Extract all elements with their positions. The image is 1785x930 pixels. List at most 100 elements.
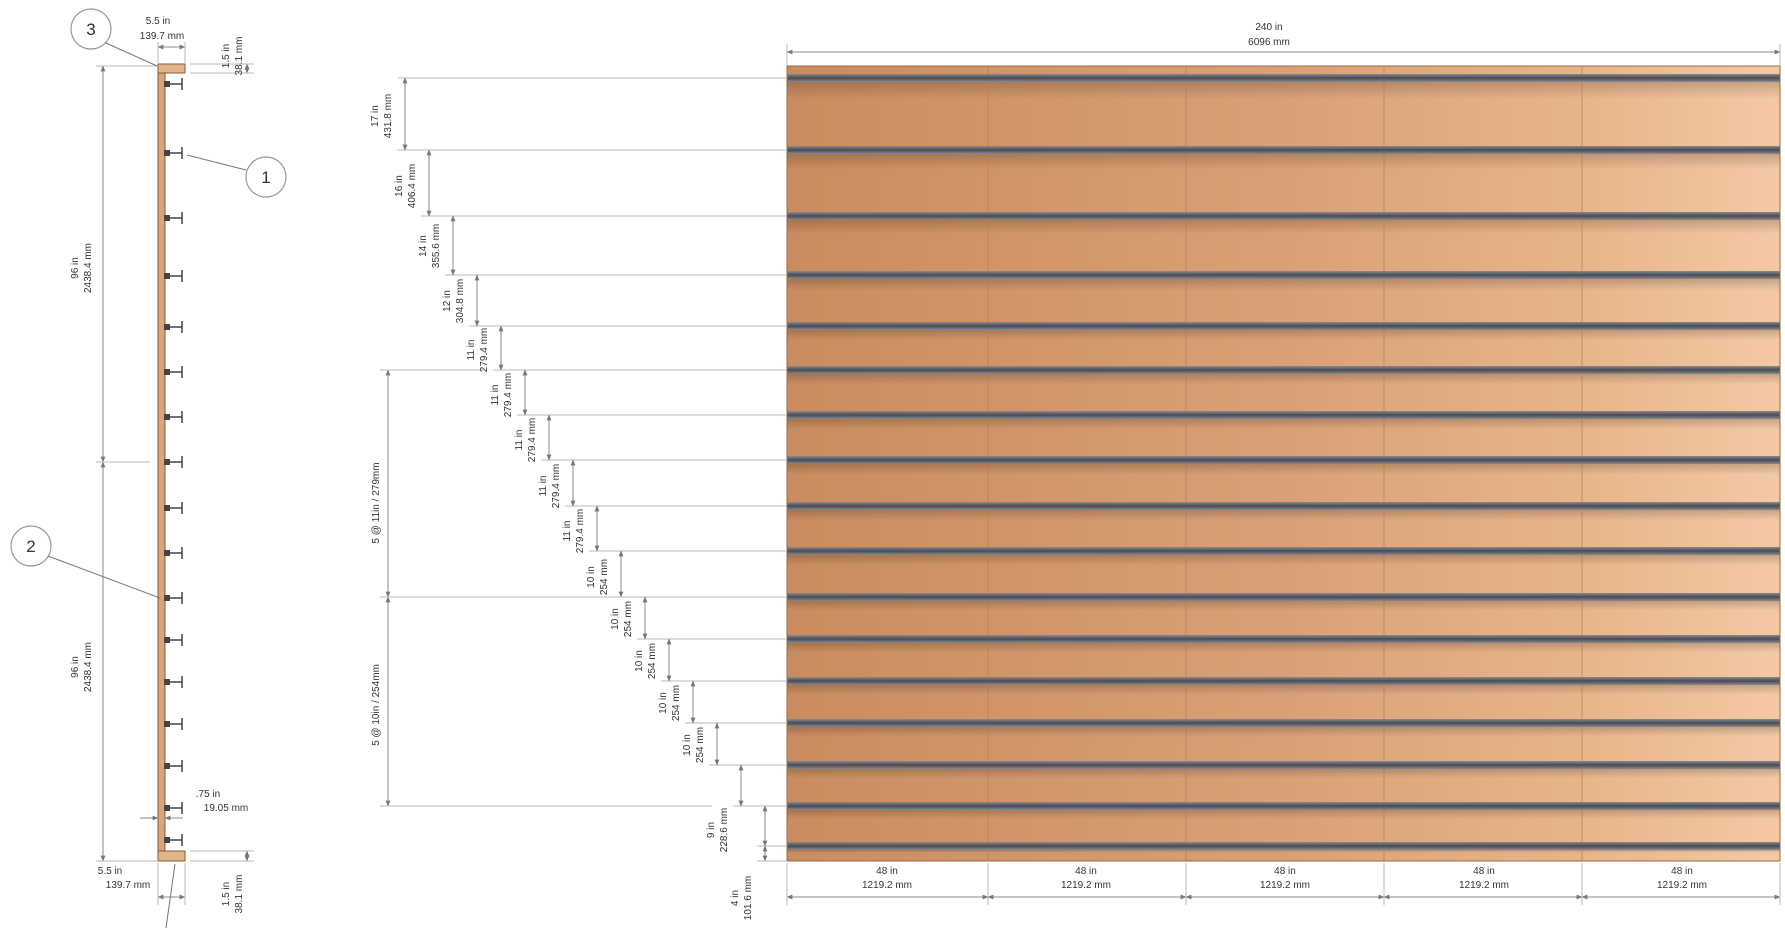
- rail: [787, 761, 1780, 769]
- spacing-8-mm: 279.4 mm: [551, 464, 562, 508]
- upper-height-mm: 2438.4 mm: [83, 243, 94, 293]
- rail: [787, 719, 1780, 727]
- rail-profile: [164, 505, 170, 511]
- spacing-13-mm: 254 mm: [671, 685, 682, 721]
- rail-profile: [164, 805, 170, 811]
- spacing-16-mm: 101.6 mm: [743, 876, 754, 920]
- board-shading: [787, 643, 1780, 681]
- board-shading: [787, 727, 1780, 765]
- rail-profile: [164, 721, 170, 727]
- spacing-7-in: 11 in: [514, 430, 525, 451]
- spacing-5-in: 11 in: [466, 340, 477, 361]
- rail-profile: [164, 763, 170, 769]
- callout-1-number: 1: [261, 168, 270, 187]
- rail: [787, 677, 1780, 685]
- board-shading: [787, 374, 1780, 415]
- lower-height-in: 96 in: [70, 656, 81, 678]
- spacing-4-in: 12 in: [442, 290, 453, 312]
- top-cap-thickness-in: 1.5 in: [221, 44, 232, 68]
- panel-width-5-in: 48 in: [1671, 866, 1693, 877]
- panel-width-4-mm: 1219.2 mm: [1459, 880, 1509, 891]
- top-cap: [157, 63, 186, 74]
- bottom-cap-width-mm: 139.7 mm: [106, 880, 150, 891]
- rail-profile: [164, 459, 170, 465]
- section-view: 5.5 in 139.7 mm 1.5 in 38.1 mm 96 in 243…: [10, 8, 287, 929]
- spacing-15-mm: 228.6 mm: [719, 808, 730, 852]
- overall-width-mm: 6096 mm: [1248, 37, 1290, 48]
- spacing-9-in: 11 in: [562, 521, 573, 542]
- panel-width-3-mm: 1219.2 mm: [1260, 880, 1310, 891]
- rail: [787, 212, 1780, 220]
- callout-3: 3: [70, 8, 158, 67]
- spacing-14-mm: 254 mm: [695, 727, 706, 763]
- rail: [787, 271, 1780, 279]
- board-shading: [787, 419, 1780, 460]
- panel-width-5-mm: 1219.2 mm: [1657, 880, 1707, 891]
- rail-profile: [164, 150, 170, 156]
- spacing-2-in: 16 in: [394, 175, 405, 197]
- bottom-cap: [157, 850, 186, 862]
- spacing-group-10in: 5 @ 10in / 254mm: [371, 664, 382, 746]
- rail: [787, 456, 1780, 464]
- spacing-3-in: 14 in: [418, 235, 429, 257]
- bottom-cap-thickness-in: 1.5 in: [221, 882, 232, 906]
- board-shading: [787, 810, 1780, 846]
- board-shading: [787, 220, 1780, 275]
- rail-profile: [164, 215, 170, 221]
- spacing-12-in: 10 in: [634, 650, 645, 672]
- spacing-12-mm: 254 mm: [647, 643, 658, 679]
- callout-2: 2: [10, 525, 161, 599]
- rail: [787, 322, 1780, 330]
- spacing-10-in: 10 in: [586, 566, 597, 588]
- rail-profile: [164, 837, 170, 843]
- spacing-5-mm: 279.4 mm: [479, 328, 490, 372]
- spacing-13-in: 10 in: [658, 692, 669, 714]
- spacing-6-mm: 279.4 mm: [503, 373, 514, 417]
- spacing-group-11in: 5 @ 11in / 279mm: [371, 462, 382, 543]
- rail-profile: [164, 637, 170, 643]
- rail: [787, 74, 1780, 82]
- panel-width-4-in: 48 in: [1473, 866, 1495, 877]
- bottom-cap-width-in: 5.5 in: [98, 866, 122, 877]
- spacing-14-in: 10 in: [682, 734, 693, 756]
- board-shading: [787, 555, 1780, 597]
- rail: [787, 802, 1780, 810]
- top-cap-width-mm: 139.7 mm: [140, 31, 184, 42]
- spacing-8-in: 11 in: [538, 476, 549, 497]
- board-shading: [787, 279, 1780, 326]
- section-panel: [157, 65, 166, 862]
- upper-height-in: 96 in: [70, 257, 81, 279]
- spacing-11-mm: 254 mm: [623, 601, 634, 637]
- rail-profile: [164, 414, 170, 420]
- overall-width-in: 240 in: [1255, 22, 1282, 33]
- spacing-6-in: 11 in: [490, 385, 501, 406]
- spacing-15-in: 9 in: [706, 822, 717, 838]
- rail: [787, 366, 1780, 374]
- rail: [787, 502, 1780, 510]
- panel-thickness-in: .75 in: [196, 789, 220, 800]
- rail-profile: [164, 550, 170, 556]
- board-shading: [787, 850, 1780, 861]
- board-shading: [787, 330, 1780, 370]
- panel-width-1-in: 48 in: [876, 866, 898, 877]
- board-shading: [787, 510, 1780, 551]
- spacing-4-mm: 304.8 mm: [455, 279, 466, 323]
- board-shading: [787, 464, 1780, 506]
- bottom-cap-thickness-mm: 38.1 mm: [234, 875, 245, 914]
- elevation-view: 240 in 6096 mm 48 in 1219.2 mm 48 in 121…: [370, 22, 1781, 920]
- callout-2-number: 2: [26, 537, 35, 556]
- wall-outline: [786, 65, 1781, 862]
- spacing-2-mm: 406.4 mm: [407, 164, 418, 208]
- spacing-7-mm: 279.4 mm: [527, 418, 538, 462]
- top-cap-thickness-mm: 38.1 mm: [234, 37, 245, 76]
- panel-width-2-in: 48 in: [1075, 866, 1097, 877]
- callout-1: 1: [186, 154, 287, 198]
- rail-profile: [164, 324, 170, 330]
- spacing-10-mm: 254 mm: [599, 559, 610, 595]
- spacing-11-in: 10 in: [610, 608, 621, 630]
- board-shading: [787, 685, 1780, 723]
- rail-profile: [164, 679, 170, 685]
- panel-width-3-in: 48 in: [1274, 866, 1296, 877]
- spacing-1-mm: 431.8 mm: [383, 94, 394, 138]
